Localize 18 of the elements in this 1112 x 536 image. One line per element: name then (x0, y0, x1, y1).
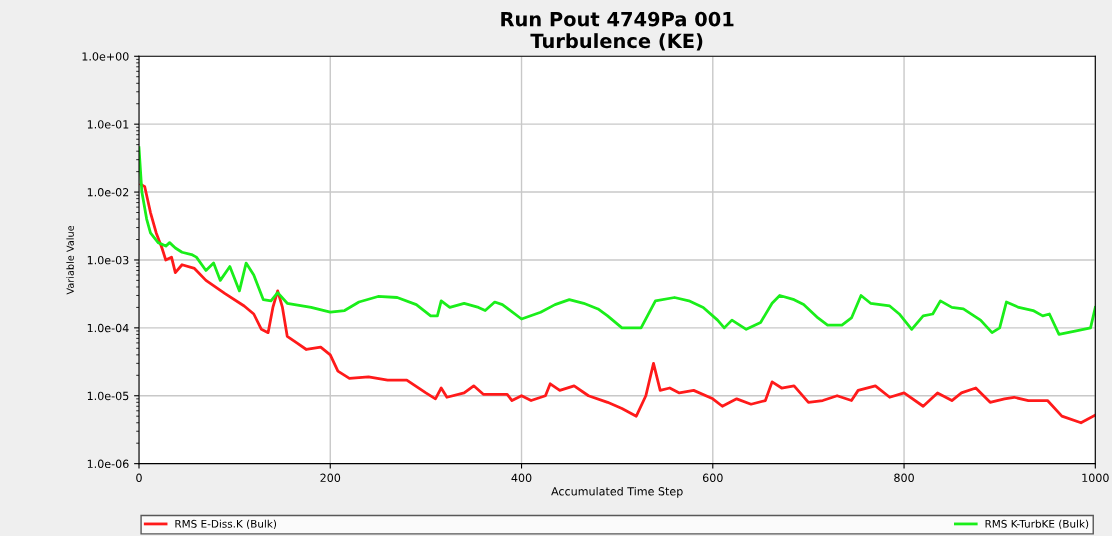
x-tick-label: 1000 (1082, 473, 1109, 482)
x-tick-label: 200 (320, 473, 341, 482)
x-tick-label: 800 (894, 473, 914, 482)
y-tick-label: 1.0e-04 (87, 323, 129, 333)
y-tick-label: 1.0e+00 (82, 52, 129, 61)
x-tick-label: 400 (511, 473, 532, 482)
x-axis-title: Accumulated Time Step (551, 486, 683, 498)
x-tick-label: 600 (702, 473, 723, 482)
y-tick-label: 1.0e-05 (87, 391, 129, 401)
chart-title: Run Pout 4749Pa 001 Turbulence (KE) (501, 11, 734, 51)
x-tick-label: 0 (136, 473, 142, 482)
y-tick-label: 1.0e-02 (87, 188, 129, 197)
y-tick-label: 1.0e-06 (87, 459, 129, 469)
legend-label: RMS E-Diss.K (Bulk) (175, 519, 277, 529)
legend-label: RMS K-TurbKE (Bulk) (985, 519, 1089, 529)
y-tick-label: 1.0e-03 (87, 255, 129, 265)
y-tick-label: 1.0e-01 (87, 120, 129, 129)
y-axis-title: Variable Value (66, 225, 74, 295)
